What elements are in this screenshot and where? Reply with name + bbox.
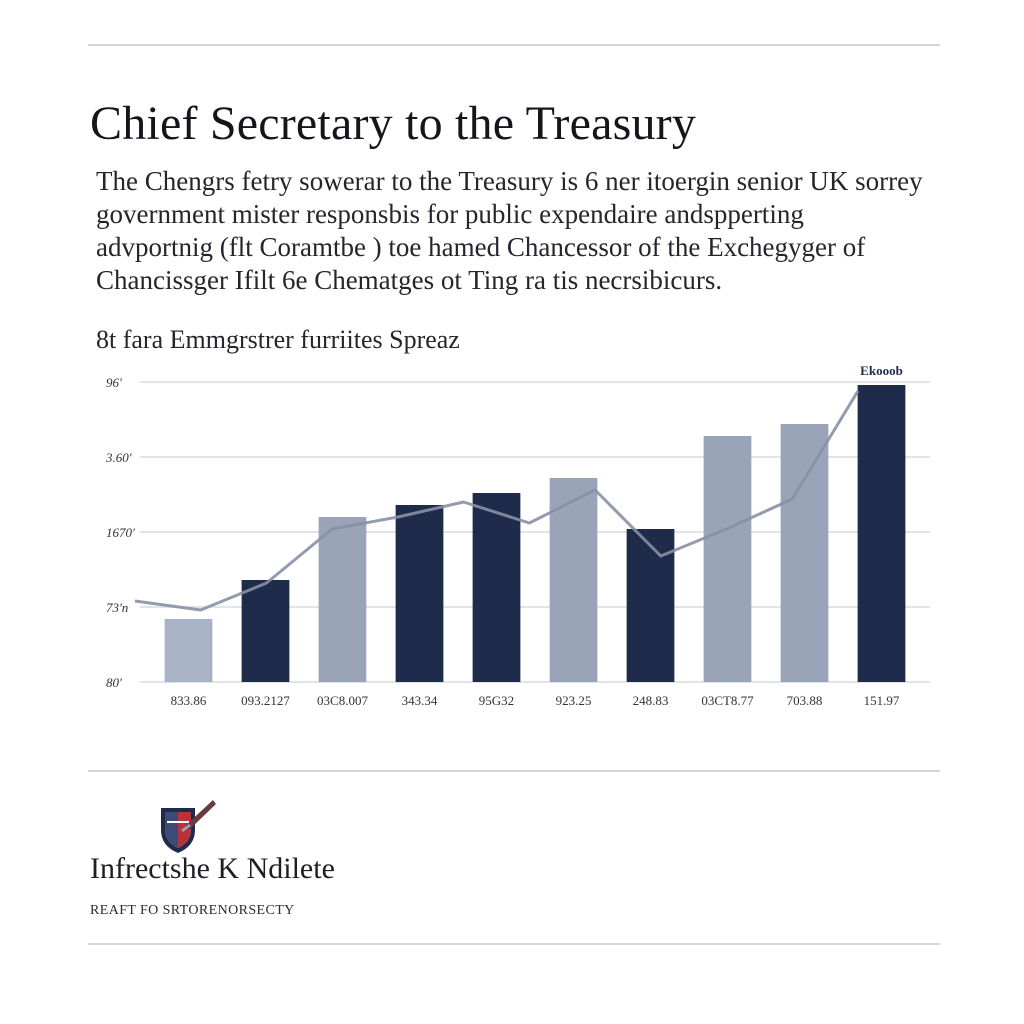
- x-tick-label: 343.34: [402, 693, 438, 708]
- x-tick-label: 03C8.007: [317, 693, 368, 708]
- bar: [703, 436, 752, 682]
- y-tick-label: 1670': [106, 525, 135, 540]
- x-tick-label: 093.2127: [241, 693, 290, 708]
- y-tick-label: 96': [106, 375, 122, 390]
- bar: [549, 478, 598, 682]
- intro-paragraph: The Chengrs fetry sowerar to the Treasur…: [96, 165, 946, 297]
- intro-line: advportnig (flt Coramtbe ) toe hamed Cha…: [96, 232, 866, 262]
- bar: [472, 493, 521, 682]
- bottom-divider: [88, 943, 940, 945]
- bar: [857, 385, 906, 682]
- annotation-label: Ekooob: [860, 363, 903, 378]
- x-tick-label: 923.25: [556, 693, 592, 708]
- page-title: Chief Secretary to the Treasury: [90, 97, 697, 150]
- chart-title: 8t fara Emmgrstrer furriites Spreaz: [96, 325, 460, 354]
- shield-crest-icon: [161, 800, 216, 853]
- top-divider: [88, 44, 940, 46]
- x-tick-label: 833.86: [171, 693, 207, 708]
- x-tick-label: 151.97: [864, 693, 900, 708]
- x-tick-label: 248.83: [633, 693, 669, 708]
- x-tick-label: 703.88: [787, 693, 823, 708]
- bar: [241, 580, 290, 682]
- x-tick-label: 03CT8.77: [701, 693, 754, 708]
- y-tick-label: 3.60': [105, 450, 132, 465]
- y-tick-label: 80': [106, 675, 122, 690]
- y-tick-label: 73'n: [106, 600, 128, 615]
- bar: [780, 424, 829, 682]
- bar: [164, 619, 213, 682]
- trend-line: [134, 390, 860, 612]
- bar-chart: 80' 73'n 1670' 3.60' 96' 833.86 093.2127 03C8.0…: [105, 363, 930, 708]
- x-tick-label: 95G32: [479, 693, 514, 708]
- intro-line: government mister responsbis for public …: [96, 199, 804, 229]
- bar: [318, 517, 367, 682]
- intro-line: The Chengrs fetry sowerar to the Treasur…: [96, 166, 923, 196]
- bar: [395, 505, 444, 682]
- footer-tagline: REAFT FO SRTORENORSECTY: [90, 903, 295, 918]
- footer-organization: Infrectshe K Ndilete: [90, 852, 335, 885]
- intro-line: Chancissger Ifilt 6e Chematges ot Ting r…: [96, 265, 723, 295]
- middle-divider: [88, 770, 940, 772]
